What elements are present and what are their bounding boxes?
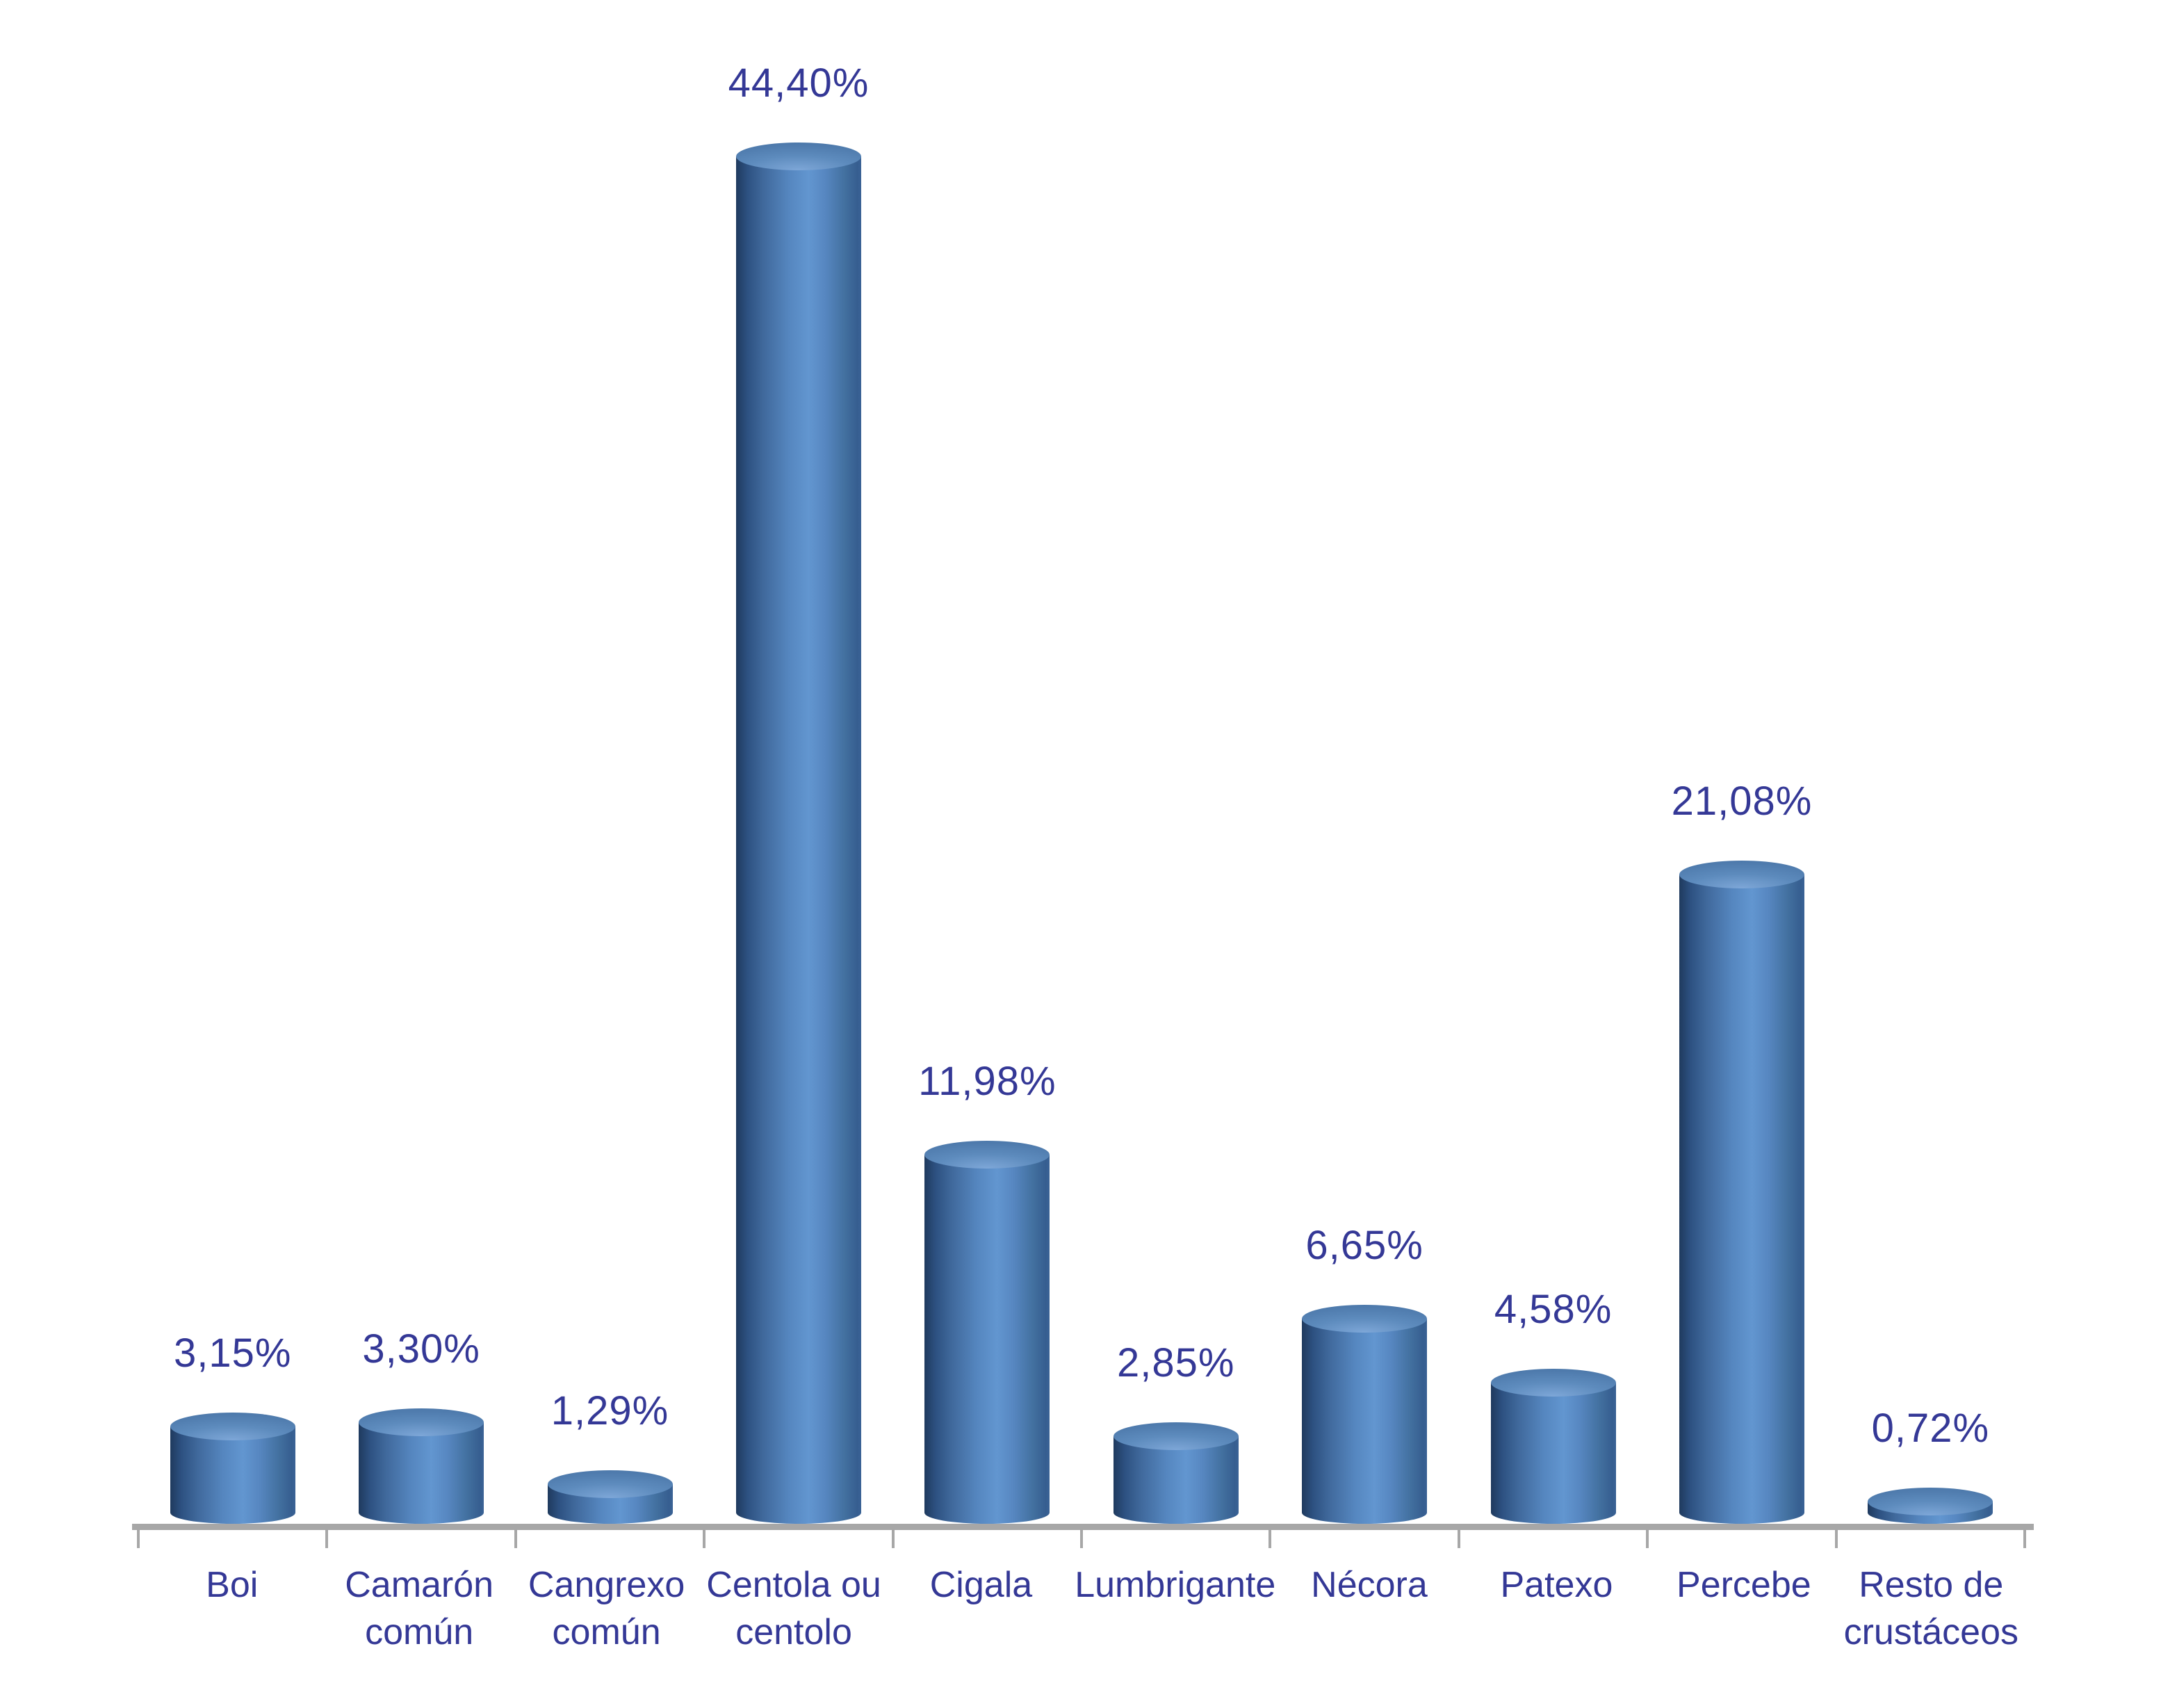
x-axis-line xyxy=(132,1524,2034,1530)
axis-tick xyxy=(1080,1530,1083,1548)
cylinder-top xyxy=(735,143,861,170)
category-cell: Percebe xyxy=(1650,1561,1837,1656)
category-axis-labels: Boi Camarón común Cangrexo común Centola ou… xyxy=(138,1561,2025,1656)
category-label: Nécora xyxy=(1311,1565,1428,1605)
category-label: Resto de crustáceos xyxy=(1843,1565,2019,1652)
category-label: Lumbrigante xyxy=(1075,1565,1276,1605)
axis-tick xyxy=(891,1530,895,1548)
category-label: Boi xyxy=(206,1565,259,1605)
cylinder-body xyxy=(359,1422,484,1524)
axis-tick xyxy=(1646,1530,1649,1548)
value-label: 0,72% xyxy=(1871,1406,1990,1451)
axis-tick xyxy=(137,1530,140,1548)
bar-cylinder xyxy=(1113,1422,1239,1524)
bar-column: 1,29% xyxy=(516,0,704,1524)
value-label: 3,15% xyxy=(173,1331,292,1376)
bar-cylinder xyxy=(924,1141,1050,1524)
bar-column: 11,98% xyxy=(893,0,1082,1524)
category-cell: Camarón común xyxy=(325,1561,512,1656)
category-label: Patexo xyxy=(1500,1565,1613,1605)
value-label: 44,40% xyxy=(728,60,870,106)
bar-cylinder xyxy=(359,1408,484,1524)
bar-cylinder xyxy=(1302,1305,1428,1524)
category-cell: Nécora xyxy=(1275,1561,1462,1656)
axis-tick xyxy=(1834,1530,1838,1548)
category-cell: Cangrexo común xyxy=(513,1561,700,1656)
cylinder-body xyxy=(735,156,861,1524)
category-label: Cigala xyxy=(929,1565,1033,1605)
axis-tick xyxy=(514,1530,517,1548)
category-cell: Boi xyxy=(138,1561,325,1656)
cylinder-top xyxy=(170,1413,295,1440)
bar-column: 0,72% xyxy=(1836,0,2025,1524)
cylinder-body xyxy=(170,1426,295,1524)
cylinder-top xyxy=(547,1470,673,1498)
axis-tick xyxy=(1457,1530,1460,1548)
bar-cylinder xyxy=(1490,1369,1616,1524)
category-cell: Patexo xyxy=(1463,1561,1650,1656)
value-label: 6,65% xyxy=(1305,1223,1423,1268)
cylinder-top xyxy=(1679,861,1804,888)
category-cell: Lumbrigante xyxy=(1075,1561,1275,1656)
cylinder-body xyxy=(1302,1319,1428,1524)
cylinder-top xyxy=(1302,1305,1428,1333)
bar-cylinder xyxy=(735,143,861,1524)
axis-tick xyxy=(703,1530,706,1548)
category-label: Centola ou centolo xyxy=(706,1565,881,1652)
axis-tick xyxy=(1268,1530,1272,1548)
category-label: Percebe xyxy=(1677,1565,1811,1605)
bar-column: 2,85% xyxy=(1082,0,1270,1524)
category-label: Camarón común xyxy=(345,1565,494,1652)
cylinder-body xyxy=(1679,875,1804,1524)
bar-column: 4,58% xyxy=(1459,0,1647,1524)
category-cell: Centola ou centolo xyxy=(700,1561,887,1656)
plot-area: 3,15% 3,30% 1,29% 44,40% 11,98% 2,85% 6,65% 4,5… xyxy=(138,0,2025,1524)
bar-cylinder xyxy=(1868,1488,1993,1524)
value-label: 11,98% xyxy=(918,1059,1057,1104)
bar-cylinder xyxy=(1679,861,1804,1524)
cylinder-top xyxy=(359,1408,484,1436)
value-label: 4,58% xyxy=(1494,1287,1613,1332)
cylinder-body xyxy=(924,1155,1050,1524)
category-cell: Resto de crustáceos xyxy=(1838,1561,2025,1656)
bar-cylinder xyxy=(170,1413,295,1524)
value-label: 2,85% xyxy=(1117,1340,1235,1385)
cylinder-top xyxy=(1490,1369,1616,1397)
bar-column: 6,65% xyxy=(1270,0,1458,1524)
cylinder-top xyxy=(1113,1422,1239,1450)
bar-column: 3,30% xyxy=(327,0,515,1524)
cylinder-top xyxy=(1868,1488,1993,1515)
value-label: 1,29% xyxy=(550,1388,669,1433)
cylinder-top xyxy=(924,1141,1050,1169)
bar-column: 44,40% xyxy=(704,0,892,1524)
bar-column: 3,15% xyxy=(138,0,327,1524)
cylinder-body xyxy=(1490,1383,1616,1524)
category-cell: Cigala xyxy=(888,1561,1075,1656)
category-label: Cangrexo común xyxy=(528,1565,685,1652)
value-label: 21,08% xyxy=(1671,779,1813,824)
bar-column: 21,08% xyxy=(1647,0,1836,1524)
cylinder-body xyxy=(1113,1436,1239,1524)
value-label: 3,30% xyxy=(362,1326,480,1372)
bar-cylinder xyxy=(547,1470,673,1524)
axis-tick xyxy=(325,1530,329,1548)
axis-tick xyxy=(2023,1530,2026,1548)
